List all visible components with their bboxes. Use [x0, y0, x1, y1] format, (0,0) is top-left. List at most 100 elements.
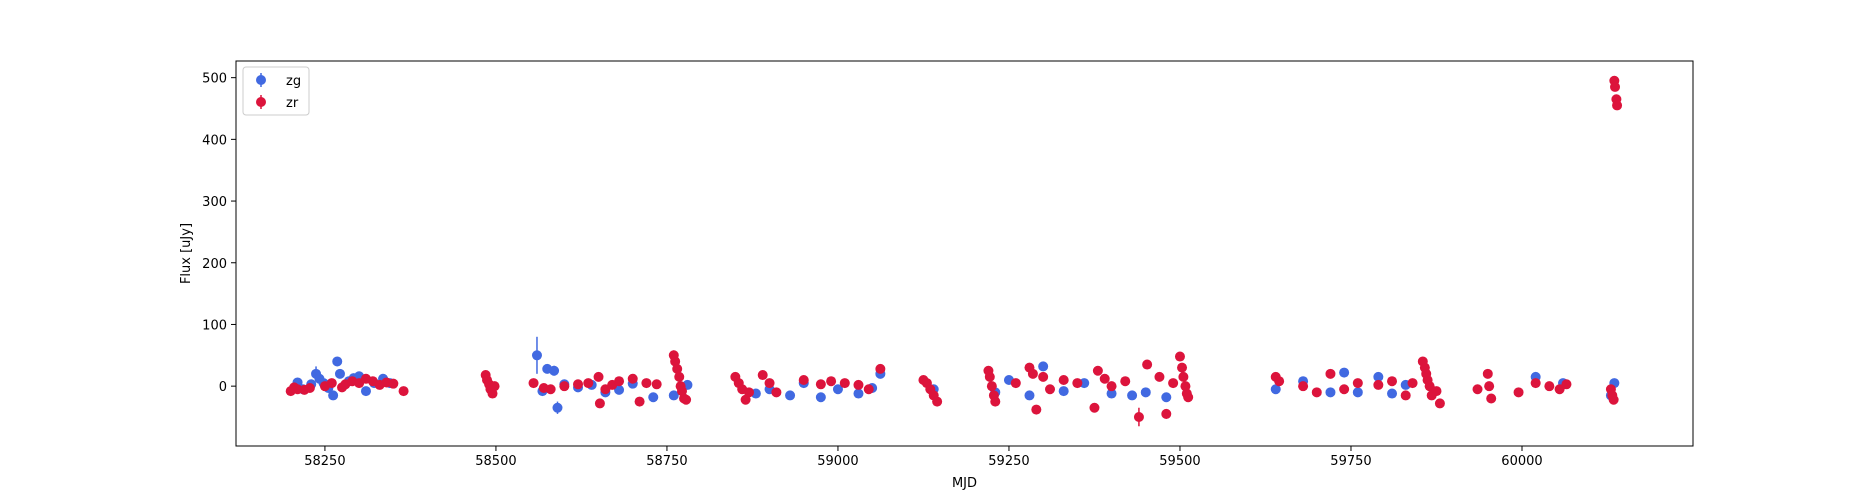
data-point	[641, 378, 652, 389]
x-tick-label: 58500	[475, 454, 516, 469]
data-point	[627, 373, 638, 384]
data-point	[549, 365, 560, 376]
data-point	[672, 363, 683, 374]
data-point	[1168, 378, 1179, 389]
data-point	[815, 379, 826, 390]
x-tick-label: 59250	[988, 454, 1029, 469]
data-point	[531, 350, 542, 361]
x-tick-label: 59750	[1330, 454, 1371, 469]
data-point	[1045, 384, 1056, 395]
data-point	[1352, 378, 1363, 389]
data-point	[1544, 381, 1555, 392]
data-point	[1031, 404, 1042, 415]
x-axis-ticks: 58250 58500 58750 59000 59250 59500 59750 60000	[304, 446, 1543, 469]
data-point	[1608, 394, 1619, 405]
data-point	[334, 368, 345, 379]
x-tick-label: 58750	[646, 454, 687, 469]
data-point	[863, 384, 874, 395]
data-point	[832, 384, 843, 395]
data-point	[1142, 359, 1153, 370]
data-point	[1311, 387, 1322, 398]
data-point	[1177, 362, 1188, 373]
data-point	[1099, 373, 1110, 384]
data-point	[1106, 388, 1117, 399]
data-point	[360, 386, 371, 397]
data-point	[545, 384, 556, 395]
data-point	[984, 371, 995, 382]
data-point	[853, 388, 864, 399]
data-point	[1472, 384, 1483, 395]
series-zr	[285, 75, 1623, 427]
data-point	[304, 383, 315, 394]
data-point	[764, 378, 775, 389]
y-tick-label: 0	[219, 380, 227, 395]
data-point	[583, 378, 594, 389]
data-point	[388, 378, 399, 389]
x-tick-label: 59000	[817, 454, 858, 469]
data-point	[1387, 388, 1398, 399]
data-point	[798, 374, 809, 385]
data-point	[1270, 384, 1281, 395]
data-point	[757, 370, 768, 381]
data-point	[1161, 392, 1172, 403]
data-point	[1484, 381, 1495, 392]
data-point	[1610, 81, 1621, 92]
data-point	[1120, 376, 1131, 387]
data-point	[1140, 387, 1151, 398]
data-point	[1325, 368, 1336, 379]
x-tick-label: 59500	[1159, 454, 1200, 469]
data-point	[1561, 379, 1572, 390]
data-point	[1407, 378, 1418, 389]
data-point	[1161, 408, 1172, 419]
data-point	[1133, 412, 1144, 423]
data-point	[990, 396, 1001, 407]
data-point	[614, 376, 625, 387]
data-point	[1106, 381, 1117, 392]
data-point	[1058, 386, 1069, 397]
data-point	[1298, 381, 1309, 392]
legend-marker	[256, 97, 266, 107]
legend-marker	[256, 75, 266, 85]
data-point	[648, 392, 659, 403]
data-point	[332, 356, 343, 367]
data-point	[559, 381, 570, 392]
data-point	[1482, 368, 1493, 379]
data-point	[594, 398, 605, 409]
legend-label: zg	[286, 74, 301, 89]
data-point	[1400, 390, 1411, 401]
x-tick-label: 60000	[1501, 454, 1542, 469]
data-point	[552, 402, 563, 413]
data-point	[1174, 351, 1185, 362]
data-point	[1486, 393, 1497, 404]
data-point	[634, 396, 645, 407]
data-point	[651, 379, 662, 390]
data-point	[839, 378, 850, 389]
y-axis-ticks: 0 100 200 300 400 500	[202, 72, 236, 395]
data-point	[573, 379, 584, 390]
x-axis-label: MJD	[952, 476, 977, 491]
data-point	[528, 378, 539, 389]
data-point	[1274, 376, 1285, 387]
data-point	[1038, 361, 1049, 372]
x-tick-label: 58250	[304, 454, 345, 469]
data-point	[1038, 371, 1049, 382]
data-point	[1178, 371, 1189, 382]
data-point	[1434, 398, 1445, 409]
data-point	[1127, 390, 1138, 401]
data-point	[398, 386, 409, 397]
data-point	[744, 387, 755, 398]
data-point	[674, 371, 685, 382]
data-point	[1024, 390, 1035, 401]
data-point	[1373, 379, 1384, 390]
y-tick-label: 100	[202, 318, 227, 333]
data-point	[1612, 100, 1623, 111]
data-point	[986, 381, 997, 392]
data-point	[489, 381, 500, 392]
data-point	[875, 363, 886, 374]
data-point	[932, 396, 943, 407]
y-tick-label: 200	[202, 257, 227, 272]
legend-label: zr	[286, 96, 299, 111]
